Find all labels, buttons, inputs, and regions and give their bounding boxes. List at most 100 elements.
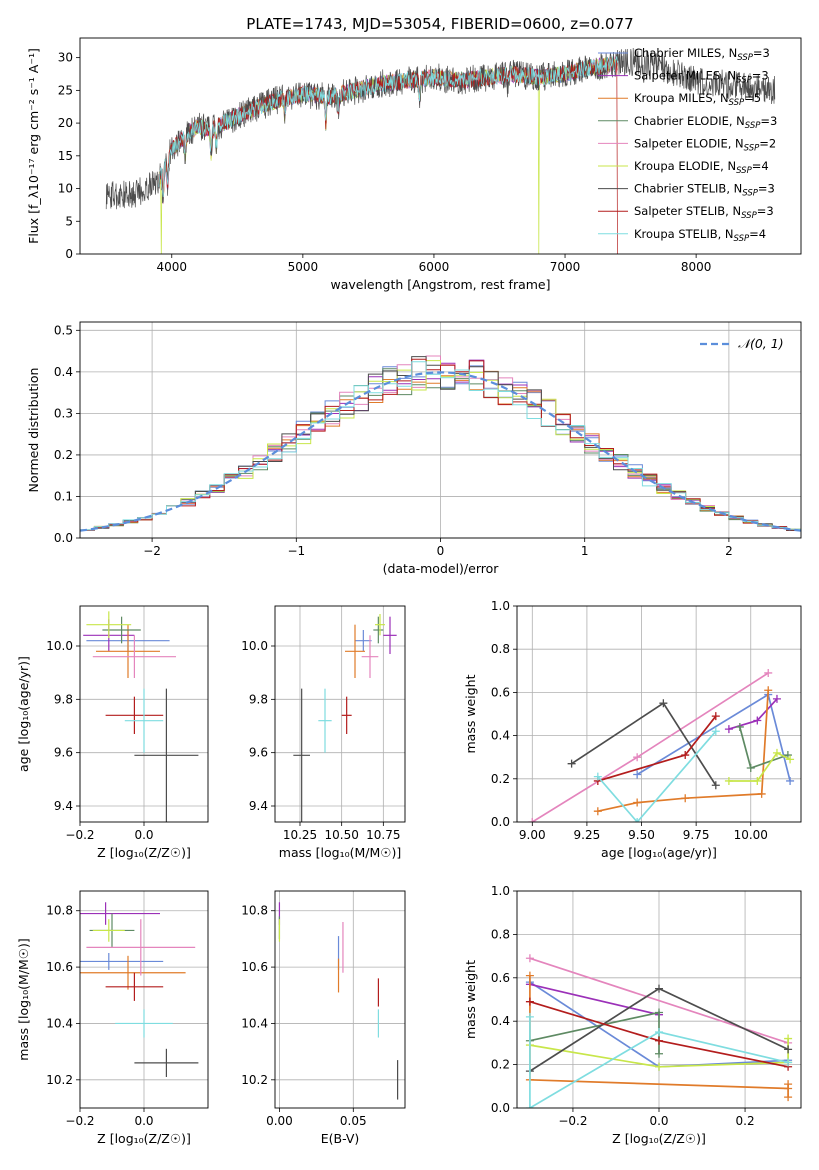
y-tick-label: 30 [58,51,73,65]
legend-count: =3 [757,204,774,218]
error-point-salpeter-elodie [92,635,176,678]
x-tick-label: 0.00 [266,1114,293,1128]
mw-marker [593,807,602,816]
legend-entry: Kroupa ELODIE, NSSP=4 [634,159,769,176]
y-tick-label: 9.4 [54,799,73,813]
legend-subscript: SSP [741,211,757,221]
mw-marker [525,971,534,980]
legend-subscript: SSP [736,166,752,176]
legend-entry: 𝒩(0, 1) [738,336,784,351]
x-tick-label: −0.2 [65,1114,94,1128]
y-tick-label: 0.4 [54,365,73,379]
legend-label: Kroupa STELIB, N [634,227,734,241]
legend-entry: Salpeter ELODIE, NSSP=2 [634,136,776,153]
panel-age-vs-Z: −0.2 0.0 9.4 9.6 9.8 10.0 Z [log₁₀(Z/Z☉)] age [… [16,605,209,860]
mw-marker [655,984,663,993]
y-tick-label: 0.3 [54,406,73,420]
y-tick-label: 0.4 [491,729,510,743]
legend-count: =4 [752,159,769,173]
y-tick-label: 10.8 [241,904,268,918]
mw-series-chabrier-elodie [735,722,792,772]
axes-frame [274,605,406,823]
axes-frame [79,890,209,1109]
axes-frame [516,890,802,1109]
mw-line [597,730,717,822]
spectrum-series-kroupa-stelib [158,56,618,198]
y-tick-label: 10.6 [46,960,73,974]
error-point-chabrier-stelib [134,1048,199,1077]
x-tick-label: 2 [725,544,733,558]
x-tick-label: 0 [437,544,445,558]
x-axis-label: Z [log₁₀(Z/Z☉)] [97,845,191,860]
error-point-chabrier-miles [80,953,164,970]
mw-marker [784,1058,793,1067]
y-tick-label: 5 [65,214,73,228]
y-tick-label: 0.8 [491,927,510,941]
y-tick-label: 0.6 [491,685,510,699]
mw-line [529,983,660,1016]
x-tick-label: 0.0 [134,828,153,842]
panel-massweight-vs-Z: −0.2 0.0 0.2 0.0 0.2 0.4 0.6 0.8 1.0 Z [log₁₀(Z/Z… [463,884,802,1146]
legend-subscript: SSP [729,98,745,108]
x-tick-label: 9.75 [683,828,710,842]
x-tick-label: −2 [143,544,161,558]
legend-entry: Salpeter MILES, NSSP=3 [634,69,769,86]
x-axis-label: E(B-V) [321,1131,360,1146]
y-tick-label: 9.4 [249,799,268,813]
legend-entry: Chabrier ELODIE, NSSP=3 [634,114,777,131]
legend-label: Salpeter MILES, N [634,69,736,83]
mw-marker [764,686,773,695]
x-tick-label: 0.2 [736,1114,755,1128]
error-point-kroupa-stelib [318,688,332,753]
y-tick-label: 0.4 [491,1014,510,1028]
panel-mass-vs-Z: −0.2 0.0 10.2 10.4 10.6 10.8 Z [log₁₀(Z/Z☉)] ma… [16,890,209,1146]
mw-series-salpeter-stelib [525,997,793,1071]
mw-marker [711,712,720,721]
x-tick-label: 0.0 [134,1114,153,1128]
y-tick-label: 10.2 [46,1073,73,1087]
mw-marker [655,1028,663,1037]
legend-count: =2 [759,136,776,150]
mw-series-salpeter-miles [724,694,781,734]
error-point-salpeter-stelib [105,696,164,734]
y-tick-label: 0.0 [491,1101,510,1115]
mw-series-salpeter-elodie [528,668,773,822]
panel-age-vs-mass: 10.25 10.50 10.75 9.4 9.6 9.8 10.0 mass [log₁₀(… [241,605,406,860]
mw-series-chabrier-elodie [525,1008,663,1058]
hist-series-kroupa-stelib [80,361,801,532]
mw-marker [659,699,668,708]
mw-marker [772,748,781,757]
error-point-salpeter-miles [383,616,397,654]
mw-series-kroupa-miles [593,686,773,816]
legend-label: Kroupa MILES, N [634,91,729,105]
mw-marker [784,1034,793,1043]
error-point-salpeter-elodie [361,635,379,678]
error-point-kroupa-miles [345,624,365,678]
error-point-chabrier-elodie [102,616,141,644]
legend-subscript: SSP [737,53,753,63]
y-tick-label: 15 [58,149,73,163]
legend-label: Kroupa ELODIE, N [634,159,736,173]
x-axis-label: wavelength [Angstrom, rest frame] [330,277,550,292]
mw-marker [681,751,690,760]
error-point-kroupa-stelib [115,1009,173,1038]
axes-frame [79,605,209,823]
y-tick-label: 10.0 [46,639,73,653]
mw-marker [772,694,781,703]
legend-count: =3 [752,69,769,83]
legend-count: =3 [760,114,777,128]
mw-marker [525,1012,534,1021]
x-tick-label: 8000 [681,260,712,274]
x-tick-label: 10.75 [366,828,400,842]
x-tick-label: 6000 [419,260,450,274]
mw-line [531,672,769,822]
error-point-chabrier-elodie [373,616,384,644]
y-tick-label: 10.8 [46,904,73,918]
axes-frame [79,37,802,255]
legend-subscript: SSP [742,189,758,199]
panel-massweight-vs-age: 9.00 9.25 9.50 9.75 10.00 0.0 0.2 0.4 0.6 0.8 1.0 a… [463,599,802,860]
mw-line [597,690,770,813]
y-axis-label: mass weight [463,960,478,1039]
